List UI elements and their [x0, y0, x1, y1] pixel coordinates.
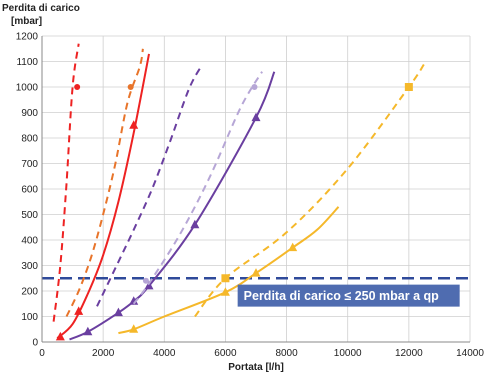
series-line-3 — [96, 66, 202, 307]
y-axis-unit: [mbar] — [11, 16, 42, 27]
x-tick-label-0: 0 — [39, 348, 45, 359]
annotation-text: Perdita di carico ≤ 250 mbar a qp — [244, 289, 439, 303]
y-tick-label-600: 600 — [21, 185, 38, 196]
series-4-marker-2 — [129, 296, 139, 305]
series-6-marker-1 — [404, 83, 413, 91]
y-tick-label-1000: 1000 — [16, 83, 39, 94]
x-tick-label-4000: 4000 — [153, 348, 176, 359]
x-tick-label-14000: 14000 — [456, 348, 484, 359]
series-line-0 — [52, 43, 80, 322]
series-4-marker-1 — [113, 307, 123, 317]
y-axis-title: Perdita di carico — [2, 3, 80, 14]
series-6-marker-0 — [221, 274, 230, 283]
y-tick-label-200: 200 — [21, 287, 38, 298]
y-tick-label-900: 900 — [21, 108, 38, 119]
y-tick-label-400: 400 — [21, 236, 38, 247]
y-tick-label-1200: 1200 — [16, 32, 39, 43]
x-tick-label-6000: 6000 — [214, 348, 237, 359]
series-line-5 — [132, 71, 263, 305]
x-tick-label-12000: 12000 — [395, 348, 423, 359]
annotation-layer: Perdita di carico ≤ 250 mbar a qp — [237, 284, 460, 307]
y-tick-label-300: 300 — [21, 261, 38, 272]
y-tick-label-0: 0 — [32, 338, 38, 349]
x-tick-label-10000: 10000 — [334, 348, 362, 359]
axis-layer: 0 100 200 300 400 500 600 700 800 900 1000 1100 1200… — [16, 32, 484, 360]
annotation-box — [237, 284, 460, 307]
series-4-marker-5 — [251, 112, 261, 122]
series-1-marker-2 — [129, 120, 139, 129]
y-tick-label-500: 500 — [21, 210, 38, 221]
series-layer — [52, 43, 425, 341]
x-tick-label-8000: 8000 — [275, 348, 298, 359]
series-4-marker-0 — [83, 326, 93, 336]
x-tick-label-2000: 2000 — [92, 348, 115, 359]
series-5-marker-1 — [251, 84, 258, 90]
series-line-1 — [56, 53, 150, 339]
series-7-marker-2 — [251, 268, 261, 277]
series-1-marker-0 — [55, 331, 65, 341]
y-tick-label-100: 100 — [21, 312, 38, 323]
series-1-marker-1 — [74, 306, 84, 315]
series-7-marker-0 — [129, 324, 139, 333]
series-line-7 — [118, 206, 340, 335]
series-4-marker-4 — [190, 219, 200, 229]
series-7-marker-3 — [288, 242, 298, 252]
series-5-marker-0 — [142, 277, 149, 284]
y-tick-label-700: 700 — [21, 159, 38, 170]
y-tick-label-1100: 1100 — [16, 57, 38, 68]
x-axis-title: Portata [l/h] — [228, 362, 284, 373]
series-0-marker-0 — [74, 84, 81, 90]
series-line-2 — [65, 48, 144, 317]
series-7-marker-1 — [220, 287, 230, 296]
y-tick-label-800: 800 — [21, 134, 38, 145]
series-2-marker-0 — [127, 84, 134, 90]
